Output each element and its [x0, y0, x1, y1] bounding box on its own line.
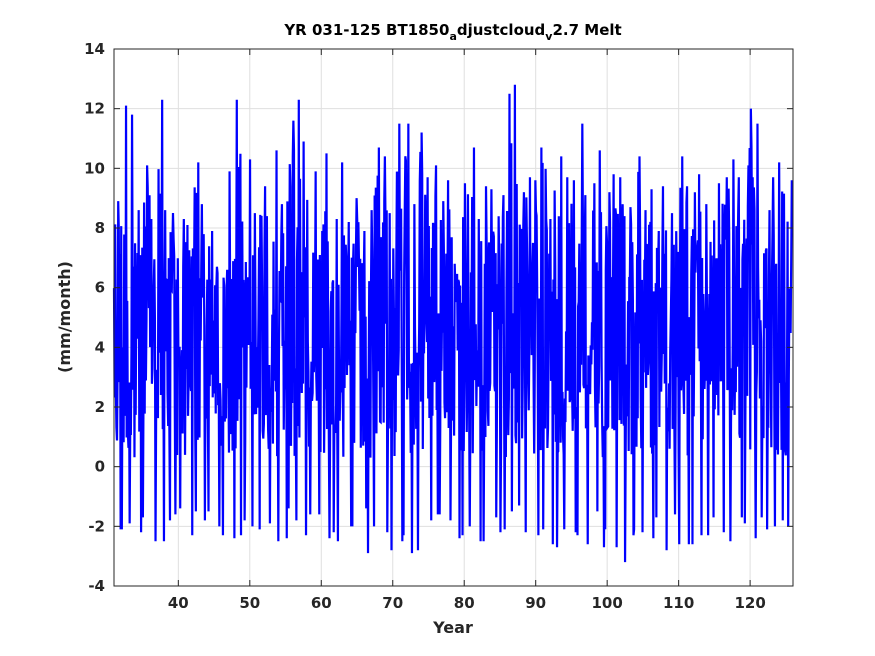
y-tick-label: -2: [88, 517, 105, 535]
x-tick-label: 120: [734, 594, 765, 612]
y-tick-label: 12: [84, 100, 105, 118]
y-tick-label: 2: [95, 398, 105, 416]
y-tick-label: -4: [88, 577, 105, 595]
y-tick-label: 6: [95, 279, 105, 297]
x-tick-label: 90: [525, 594, 546, 612]
x-tick-label: 70: [382, 594, 403, 612]
y-axis-label: (mm/month): [55, 261, 74, 373]
chart-title: YR 031-125 BT1850adjustcloudv2.7 Melt: [283, 21, 621, 43]
y-tick-label: 4: [95, 338, 105, 356]
melt-series-line: [112, 84, 794, 563]
x-tick-label: 50: [239, 594, 260, 612]
y-tick-label: 8: [95, 219, 105, 237]
x-tick-label: 60: [311, 594, 332, 612]
data-series: [112, 84, 794, 563]
x-tick-label: 110: [663, 594, 694, 612]
x-tick-label: 80: [454, 594, 475, 612]
x-tick-labels: 40 50 60 70 80 90 100 110 120: [168, 594, 766, 612]
title-subscript-1: a: [449, 30, 456, 43]
y-tick-label: 14: [84, 40, 105, 58]
axis-ticks: [114, 48, 793, 587]
x-axis-label: Year: [432, 618, 473, 637]
title-subscript-2: v: [545, 30, 553, 43]
title-part-2: djustcloud: [457, 21, 545, 39]
y-tick-labels: -4 -2 0 2 4 6 8 10 12 14: [84, 40, 105, 595]
y-tick-label: 10: [84, 159, 105, 177]
y-tick-label: 0: [95, 458, 105, 476]
title-part-3: 2.7 Melt: [552, 21, 621, 39]
plot-frame: [113, 48, 794, 587]
x-tick-label: 40: [168, 594, 189, 612]
title-part-1: YR 031-125 BT1850: [283, 21, 449, 39]
x-tick-label: 100: [592, 594, 623, 612]
